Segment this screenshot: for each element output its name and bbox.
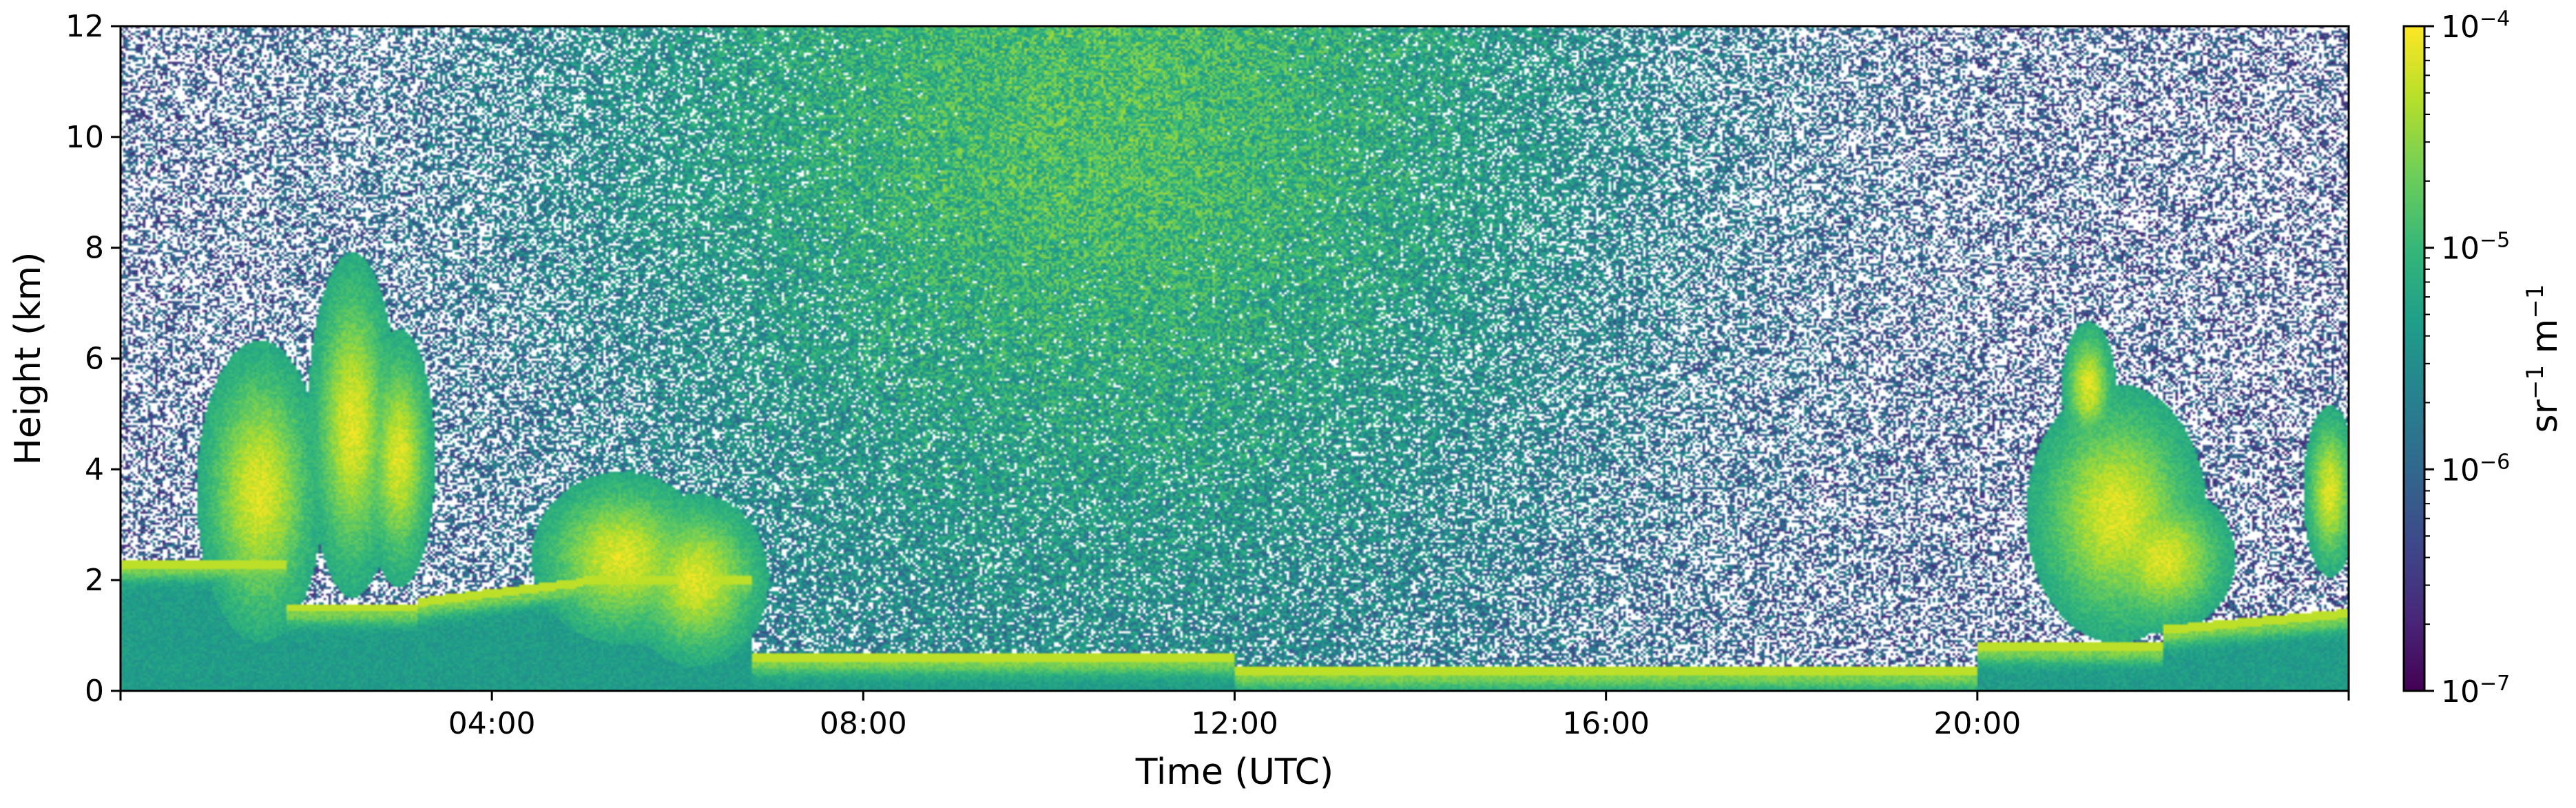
y-tick-label: 6 xyxy=(85,342,104,377)
x-tick-label: 16:00 xyxy=(1562,706,1650,741)
x-tick-label: 04:00 xyxy=(448,706,536,741)
backscatter-heatmap xyxy=(121,26,2349,691)
colorbar-tick-label: 10−4 xyxy=(2441,7,2510,45)
y-tick-label: 4 xyxy=(85,452,104,487)
y-tick-label: 8 xyxy=(85,231,104,266)
plot-frame xyxy=(119,25,2350,692)
colorbar-ticks: 10−7 10−6 10−5 10−4 xyxy=(2424,7,2510,710)
colorbar-title: sr−1 m−1 xyxy=(2522,284,2566,433)
colorbar-tick-label: 10−7 xyxy=(2441,672,2510,710)
colorbar-frame xyxy=(2402,25,2426,692)
y-axis: 0 2 4 6 8 10 12 xyxy=(65,9,121,709)
x-tick-label: 12:00 xyxy=(1191,706,1278,741)
x-axis-title: Time (UTC) xyxy=(1135,752,1333,793)
y-tick-label: 2 xyxy=(85,563,104,598)
colorbar-title-mid: m xyxy=(2524,319,2566,365)
colorbar: 10−710−610−510−4 sr−1 m−1 xyxy=(2402,7,2566,710)
x-tick-label: 08:00 xyxy=(820,706,907,741)
colorbar-gradient xyxy=(2404,26,2424,691)
y-tick-label: 12 xyxy=(65,9,104,44)
colorbar-title-base: sr xyxy=(2524,399,2566,433)
colorbar-tick-label: 10−5 xyxy=(2441,228,2510,267)
y-tick-label: 0 xyxy=(85,674,104,709)
x-axis: 04:00 08:00 12:00 16:00 20:00 xyxy=(119,691,2350,741)
y-axis-title: Height (km) xyxy=(8,252,49,466)
colorbar-title-sup1: −1 xyxy=(2522,365,2549,400)
colorbar-title-sup2: −1 xyxy=(2522,284,2549,319)
y-tick-label: 10 xyxy=(65,120,104,155)
x-tick-label: 20:00 xyxy=(1933,706,2021,741)
colorbar-tick-label: 10−6 xyxy=(2441,450,2510,488)
